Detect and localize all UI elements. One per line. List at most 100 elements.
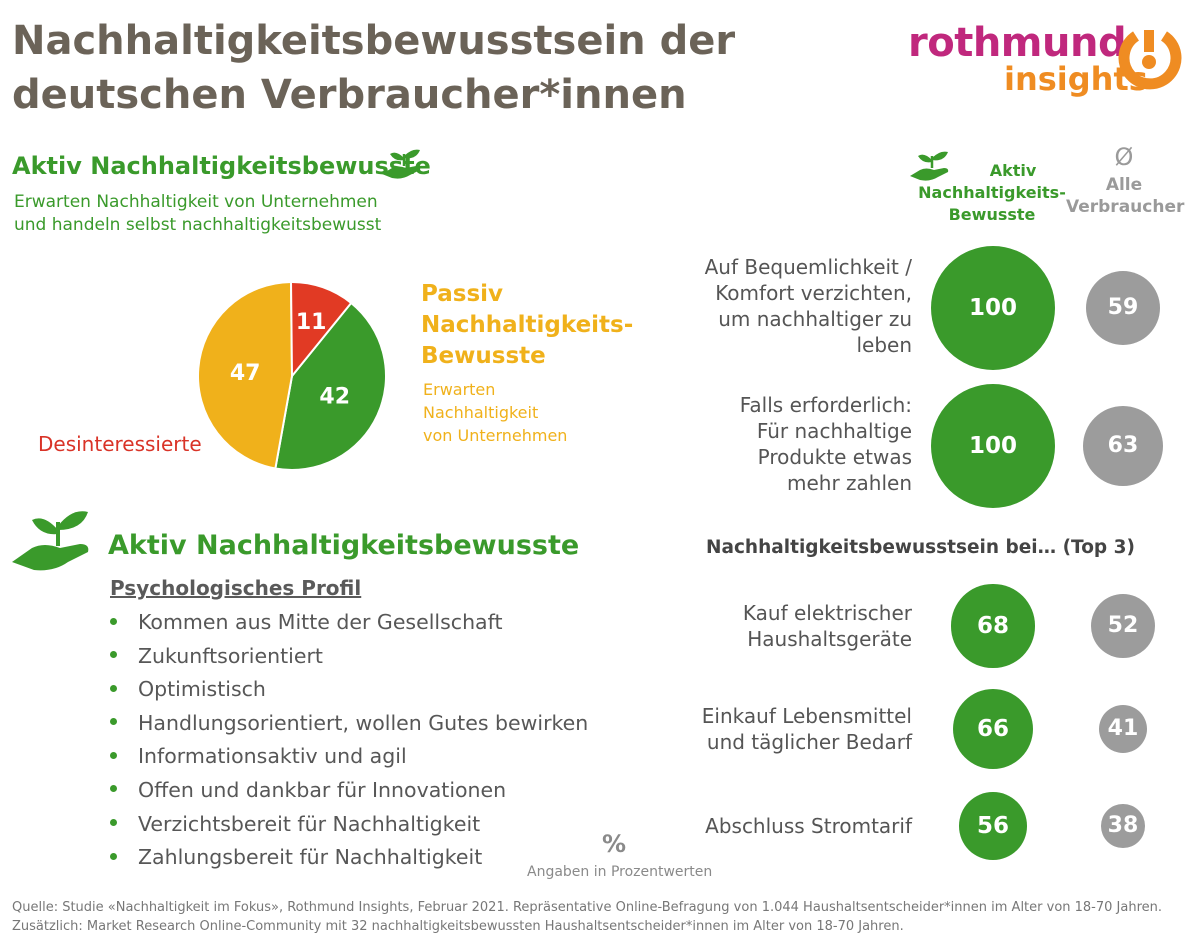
segment-passive-title: Passiv Nachhaltigkeits- Bewusste (421, 279, 633, 372)
source-line-2: Zusätzlich: Market Research Online-Commu… (12, 919, 904, 934)
segment-passive-title-line-2: Nachhaltigkeits- (421, 312, 634, 338)
profile-subtitle: Psychologisches Profil (110, 576, 362, 600)
segment-active-description: Erwarten Nachhaltigkeit von Unternehmen … (14, 191, 381, 237)
bubble-all-value: 41 (1107, 716, 1139, 742)
bubble-active-value: 100 (968, 295, 1017, 321)
profile-item: Optimistisch (110, 674, 588, 708)
unit-symbol: % (602, 830, 627, 858)
row-label-line: Produkte etwas (757, 445, 912, 469)
profile-item: Zahlungsbereit für Nachhaltigkeit (110, 842, 588, 876)
bullet-dot-icon (110, 617, 117, 625)
pie-slice-label: 42 (319, 385, 350, 410)
bubble-active: 100 (931, 246, 1055, 370)
bullet-dot-icon (110, 785, 117, 793)
logo-text-rothmund: rothmund (908, 20, 1127, 66)
row-label-line: Auf Bequemlichkeit / (704, 255, 912, 279)
hand-plant-icon (382, 149, 421, 179)
unit-note: Angaben in Prozentwerten (527, 864, 713, 880)
profile-item: Kommen aus Mitte der Gesellschaft (110, 607, 588, 641)
segment-disinterested-title: Desinteressierte (38, 432, 202, 456)
top3-title: Nachhaltigkeitsbewusstsein bei… (Top 3) (706, 537, 1135, 558)
profile-item: Verzichtsbereit für Nachhaltigkeit (110, 809, 588, 843)
column-header-all: Ø Alle Verbraucher (1066, 143, 1185, 218)
profile-title: Aktiv Nachhaltigkeitsbewusste (108, 530, 580, 561)
bullet-dot-icon (110, 819, 117, 827)
row-label-line: Falls erforderlich: (739, 393, 912, 417)
row-label: Falls erforderlich: Für nachhaltige Produk… (740, 392, 912, 496)
row-label-line: leben (856, 333, 912, 357)
column-header-active: Aktiv Nachhaltigkeits- Bewusste (918, 160, 1066, 226)
bubble-active-value: 68 (976, 612, 1009, 639)
row-label-line: Haushaltsgeräte (747, 627, 912, 651)
segment-passive-desc-line-1: Erwarten (423, 380, 496, 399)
bubble-active-value: 100 (968, 433, 1017, 459)
row-label-line: Kauf elektrischer (742, 601, 912, 625)
pie-slice-active (274, 301, 387, 471)
profile-item-text: Zahlungsbereit für Nachhaltigkeit (138, 845, 483, 870)
column-header-active-line-2: Nachhaltigkeits- (918, 183, 1066, 202)
segment-passive-title-line-3: Bewusste (421, 343, 546, 369)
title-line-1: Nachhaltigkeitsbewusstsein der (12, 18, 736, 64)
row-label-line: Für nachhaltige (756, 419, 912, 443)
row-label: Auf Bequemlichkeit / Komfort verzichten, u… (705, 254, 912, 358)
page-title: Nachhaltigkeitsbewusstsein der deutschen… (12, 14, 792, 122)
bubble-active-value: 66 (976, 715, 1009, 742)
profile-item: Informationsaktiv und agil (110, 741, 588, 775)
bullet-dot-icon (110, 684, 117, 692)
profile-item: Handlungsorientiert, wollen Gutes bewirk… (110, 708, 588, 742)
bubble-all: 41 (1098, 704, 1148, 754)
segment-active-desc-line-2: und handeln selbst nachhaltigkeitsbewuss… (14, 215, 382, 235)
column-header-active-line-3: Bewusste (948, 205, 1036, 224)
pie-slice-disinterested (290, 281, 353, 379)
source-note: Quelle: Studie «Nachhaltigkeit im Fokus»… (12, 898, 1192, 936)
column-header-active-line-1: Aktiv (989, 161, 1037, 180)
pie-slice-passive (197, 280, 294, 470)
segment-passive-desc-line-2: Nachhaltigkeit (423, 403, 539, 422)
logo-mark-icon (1118, 30, 1182, 90)
row-label-line: Abschluss Stromtarif (705, 814, 912, 838)
pie-slice-label: 11 (296, 310, 327, 335)
bubble-all-value: 59 (1107, 295, 1139, 321)
row-label: Kauf elektrischer Haushaltsgeräte (743, 600, 912, 652)
bubble-all: 59 (1085, 270, 1161, 346)
segment-passive-title-line-1: Passiv (421, 281, 504, 307)
bubble-active: 56 (959, 792, 1027, 860)
row-label-line: und täglicher Bedarf (706, 730, 912, 754)
profile-item-text: Offen und dankbar für Innovationen (138, 777, 507, 802)
profile-item-text: Informationsaktiv und agil (138, 744, 407, 769)
row-label-line: Komfort verzichten, (715, 281, 912, 305)
bubble-active: 68 (951, 584, 1035, 668)
bubble-all-value: 52 (1107, 613, 1139, 639)
bullet-dot-icon (110, 751, 117, 759)
bubble-all-value: 63 (1107, 433, 1139, 459)
profile-item-text: Verzichtsbereit für Nachhaltigkeit (138, 811, 481, 836)
pie-slice-label: 47 (230, 361, 261, 386)
segment-pie-chart: 42 47 11 (197, 280, 387, 471)
profile-item: Zukunftsorientiert (110, 641, 588, 675)
segment-passive-desc-line-3: von Unternehmen (423, 426, 568, 445)
profile-item-text: Handlungsorientiert, wollen Gutes bewirk… (138, 710, 589, 735)
column-header-all-line-1: Alle (1105, 175, 1143, 195)
bubble-all: 63 (1082, 405, 1164, 487)
row-label: Einkauf Lebensmittel und täglicher Bedarf (702, 703, 912, 755)
bubble-all: 38 (1101, 804, 1145, 848)
bubble-active-value: 56 (976, 812, 1009, 839)
bullet-dot-icon (110, 852, 117, 860)
bubble-active: 66 (952, 688, 1034, 770)
average-symbol: Ø (1114, 143, 1134, 171)
row-label-line: Einkauf Lebensmittel (701, 704, 912, 728)
row-label: Abschluss Stromtarif (705, 813, 912, 839)
segment-active-title: Aktiv Nachhaltigkeitsbewusste (12, 152, 431, 180)
profile-item-text: Optimistisch (138, 677, 266, 702)
hand-plant-column-icon (910, 151, 949, 181)
column-header-all-line-2: Verbraucher (1066, 197, 1185, 217)
segment-active-desc-line-1: Erwarten Nachhaltigkeit von Unternehmen (14, 192, 378, 212)
bubble-all-value: 38 (1107, 813, 1139, 839)
title-line-2: deutschen Verbraucher*innen (12, 72, 687, 118)
row-label-line: mehr zahlen (786, 471, 912, 495)
hand-plant-large-icon (12, 511, 89, 571)
bullet-dot-icon (110, 651, 117, 659)
profile-item-text: Kommen aus Mitte der Gesellschaft (138, 610, 503, 634)
source-line-1: Quelle: Studie «Nachhaltigkeit im Fokus»… (12, 900, 1163, 915)
bullet-dot-icon (110, 718, 117, 726)
